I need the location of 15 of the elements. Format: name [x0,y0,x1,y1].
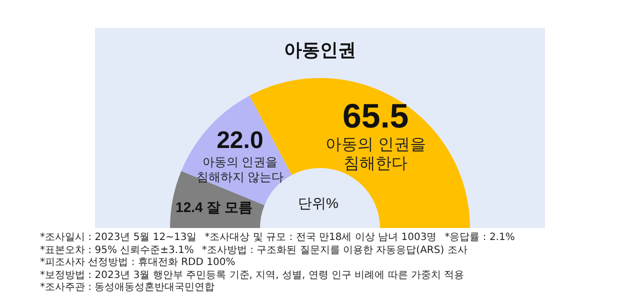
slice-label: 12.4 잘 모름 [176,199,253,216]
chart-title: 아동인권 [284,40,356,60]
text: *피조사자 선정방법 : 휴대전화 RDD 100% [40,257,236,270]
text: *조사주관 : 동성애동성혼반대국민연합 [40,282,215,294]
text: *보정방법 : 2023년 3월 행안부 주민등록 기준, 지역, 성별, 연령 인구 비례에 따른 가중치 적용 [40,270,464,282]
text: *표본오차 : 95% 신뢰수준±3.1% [40,244,194,257]
slice-label: 아동의 인권을 침해하지 않는다 [196,155,284,184]
data-label: 22.0 [216,127,264,154]
data-label: 65.5 [342,97,409,136]
slice-label: 아동의 인권을 침해한다 [325,136,426,172]
text: *조사대상 및 규모 : 전국 만18세 이상 남녀 1003명 [204,232,437,244]
text: *응답률 : 2.1% [444,232,515,244]
text: *조사일시 : 2023년 5월 12~13일 [40,232,197,244]
text: 단위% [298,195,338,211]
text: *조사방법 : 구조화된 질문지를 이용한 자동응답(ARS) 조사 [202,244,468,257]
